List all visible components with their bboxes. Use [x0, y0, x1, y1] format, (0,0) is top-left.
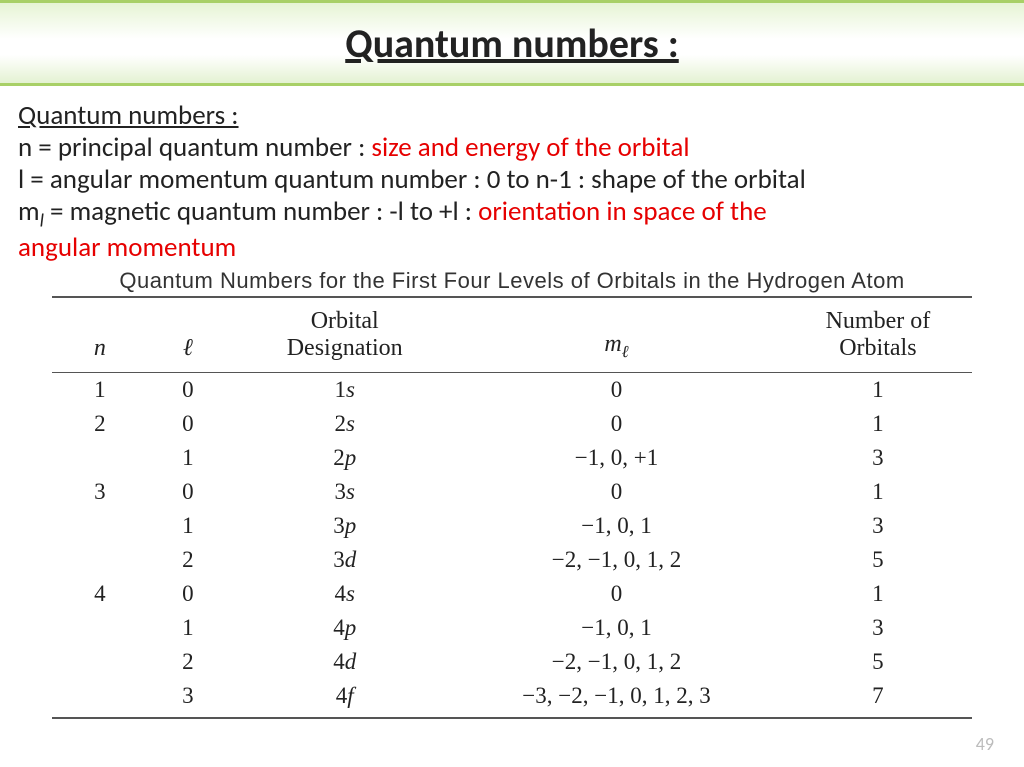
cell-ml: 0 — [449, 475, 784, 509]
cell-designation: 3d — [240, 543, 449, 577]
cell-orbitals: 1 — [784, 475, 972, 509]
def-l-full: l = angular momentum quantum number : 0 … — [18, 163, 806, 196]
cell-ml: −2, −1, 0, 1, 2 — [449, 645, 784, 679]
def-n-desc: size and energy of the orbital — [371, 131, 689, 164]
cell-designation: 4p — [240, 611, 449, 645]
cell-designation: 2s — [240, 407, 449, 441]
cell-orbitals: 3 — [784, 441, 972, 475]
cell-n: 1 — [52, 373, 136, 408]
cell-designation: 4d — [240, 645, 449, 679]
table-row: 24d−2, −1, 0, 1, 25 — [52, 645, 972, 679]
cell-ml: 0 — [449, 373, 784, 408]
table-row: 101s01 — [52, 373, 972, 408]
cell-ml: −3, −2, −1, 0, 1, 2, 3 — [449, 679, 784, 718]
cell-l: 0 — [136, 577, 241, 611]
cell-n — [52, 645, 136, 679]
cell-orbitals: 1 — [784, 577, 972, 611]
cell-l: 0 — [136, 407, 241, 441]
cell-n: 2 — [52, 407, 136, 441]
cell-designation: 1s — [240, 373, 449, 408]
page-number: 49 — [976, 733, 994, 755]
def-ml-m: m — [18, 195, 40, 228]
col-head-ml: mℓ — [449, 297, 784, 373]
cell-ml: −1, 0, 1 — [449, 611, 784, 645]
table-row: 13p−1, 0, 13 — [52, 509, 972, 543]
cell-ml: 0 — [449, 407, 784, 441]
table-row: 404s01 — [52, 577, 972, 611]
col-head-designation: OrbitalDesignation — [240, 297, 449, 373]
cell-orbitals: 3 — [784, 509, 972, 543]
cell-orbitals: 1 — [784, 373, 972, 408]
cell-l: 2 — [136, 543, 241, 577]
cell-ml: 0 — [449, 577, 784, 611]
page-title: Quantum numbers : — [345, 19, 679, 68]
table-row: 12p−1, 0, +13 — [52, 441, 972, 475]
cell-l: 1 — [136, 611, 241, 645]
cell-n — [52, 509, 136, 543]
cell-n — [52, 611, 136, 645]
cell-l: 0 — [136, 475, 241, 509]
cell-ml: −1, 0, 1 — [449, 509, 784, 543]
table-caption: Quantum Numbers for the First Four Level… — [18, 268, 1006, 294]
cell-designation: 3p — [240, 509, 449, 543]
table-header-row: n ℓ OrbitalDesignation mℓ Number ofOrbit… — [52, 297, 972, 373]
cell-n: 3 — [52, 475, 136, 509]
cell-designation: 2p — [240, 441, 449, 475]
definitions-heading: Quantum numbers : — [18, 99, 239, 132]
cell-orbitals: 5 — [784, 543, 972, 577]
cell-l: 1 — [136, 509, 241, 543]
table-row: 23d−2, −1, 0, 1, 25 — [52, 543, 972, 577]
cell-n — [52, 441, 136, 475]
cell-orbitals: 1 — [784, 407, 972, 441]
def-ml-mid: = magnetic quantum number : -l to +l : — [44, 195, 478, 228]
cell-l: 2 — [136, 645, 241, 679]
table-row: 14p−1, 0, 13 — [52, 611, 972, 645]
definitions-block: Quantum numbers : n = principal quantum … — [18, 100, 1006, 264]
table-row: 202s01 — [52, 407, 972, 441]
cell-designation: 3s — [240, 475, 449, 509]
table-row: 34f−3, −2, −1, 0, 1, 2, 37 — [52, 679, 972, 718]
cell-ml: −2, −1, 0, 1, 2 — [449, 543, 784, 577]
col-head-n: n — [52, 297, 136, 373]
cell-l: 1 — [136, 441, 241, 475]
col-head-orbitals: Number ofOrbitals — [784, 297, 972, 373]
cell-ml: −1, 0, +1 — [449, 441, 784, 475]
cell-n — [52, 679, 136, 718]
cell-designation: 4f — [240, 679, 449, 718]
table-body: 101s01202s0112p−1, 0, +13303s0113p−1, 0,… — [52, 373, 972, 719]
cell-l: 3 — [136, 679, 241, 718]
cell-l: 0 — [136, 373, 241, 408]
cell-orbitals: 3 — [784, 611, 972, 645]
content-area: Quantum numbers : n = principal quantum … — [0, 86, 1024, 719]
quantum-numbers-table: n ℓ OrbitalDesignation mℓ Number ofOrbit… — [52, 296, 972, 719]
cell-designation: 4s — [240, 577, 449, 611]
def-ml-desc2: angular momentum — [18, 231, 236, 264]
title-band: Quantum numbers : — [0, 0, 1024, 86]
cell-orbitals: 5 — [784, 645, 972, 679]
cell-n — [52, 543, 136, 577]
def-ml-desc1: orientation in space of the — [478, 195, 767, 228]
cell-n: 4 — [52, 577, 136, 611]
cell-orbitals: 7 — [784, 679, 972, 718]
col-head-l: ℓ — [136, 297, 241, 373]
def-n-label: n = principal quantum number : — [18, 131, 371, 164]
table-row: 303s01 — [52, 475, 972, 509]
